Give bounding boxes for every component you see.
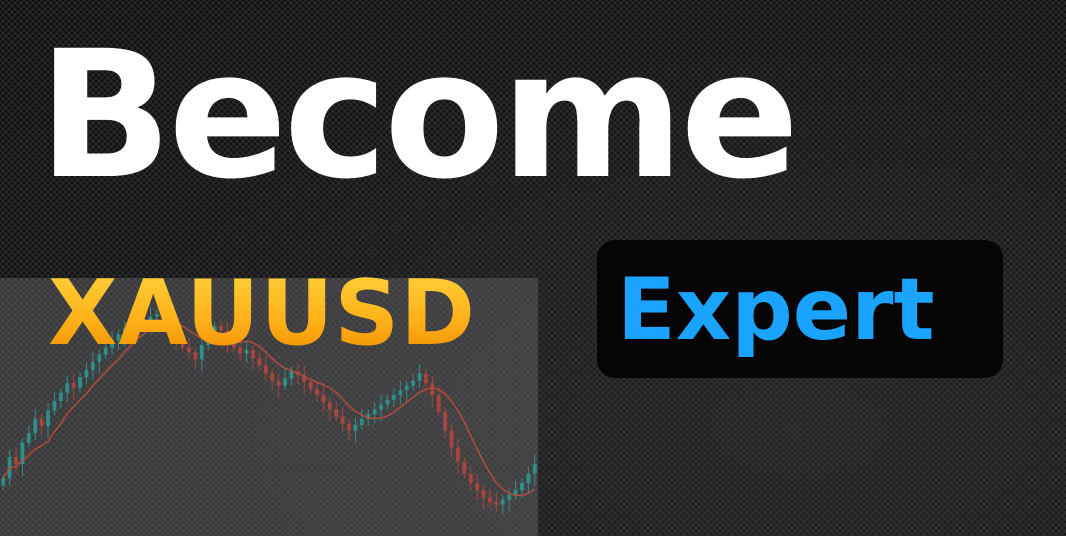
candle-body (58, 392, 63, 402)
candlestick-chart-panel (0, 278, 538, 536)
candle-body (372, 409, 377, 415)
candle-body (347, 423, 351, 431)
candle-body (353, 424, 358, 431)
candle-body (244, 349, 249, 354)
headline-expert: Expert (617, 260, 935, 360)
candle-body (52, 401, 57, 411)
candle-body (340, 416, 345, 424)
candle-body (14, 456, 18, 465)
candle-body (90, 361, 95, 371)
candle-body (315, 389, 319, 396)
expert-label-box (597, 240, 1003, 378)
candle-body (33, 418, 38, 434)
candle-body (46, 410, 50, 427)
candle-body (449, 430, 454, 448)
candle-body (475, 483, 480, 491)
candle-body (411, 380, 416, 386)
candle-body (180, 337, 185, 348)
candle-body (263, 365, 268, 374)
candle-body (443, 411, 448, 431)
candle-body (103, 347, 108, 355)
candle-body (488, 497, 492, 503)
candle-body (257, 358, 262, 366)
moving-average-line (2, 321, 536, 497)
candle-body (270, 373, 275, 381)
candle-body (167, 321, 172, 330)
candle-body (334, 409, 339, 417)
candle-body (359, 418, 364, 425)
candle-body (212, 326, 217, 336)
candle-body (1, 478, 6, 486)
candle-body (513, 490, 518, 496)
candle-body (526, 473, 531, 484)
candle-body (520, 483, 524, 491)
headline-become: Become (38, 13, 800, 218)
candle-body (436, 395, 441, 412)
candle-body (462, 461, 467, 474)
candle-body (289, 371, 294, 379)
candle-body (129, 323, 134, 329)
candle-body (423, 373, 428, 384)
candle-body (193, 352, 198, 360)
candle-body (494, 502, 499, 505)
candle-body (430, 383, 435, 396)
candle-body (231, 340, 236, 348)
candle-body (391, 395, 396, 400)
candle-body (251, 349, 255, 359)
candle-body (84, 370, 89, 378)
candle-body (379, 404, 384, 410)
candle-body (321, 395, 326, 403)
candle-body (20, 442, 25, 465)
candle-body (135, 318, 140, 324)
candle-body (148, 316, 153, 323)
candle-body (71, 383, 76, 388)
candle-body (122, 328, 127, 335)
candle-body (219, 326, 223, 331)
candle-body (26, 433, 31, 443)
candle-body (65, 383, 70, 393)
candle-body (507, 495, 512, 500)
candle-body (327, 402, 332, 410)
candle-body (308, 382, 313, 390)
candle-body (78, 377, 82, 388)
candle-body (417, 373, 422, 381)
headline-xauusd: XAUUSD (48, 261, 476, 366)
candle-body (225, 330, 230, 341)
candle-body (398, 390, 403, 396)
candle-body (187, 347, 191, 353)
candle-body (154, 314, 159, 317)
candle-body (283, 378, 287, 386)
candle-body (276, 380, 281, 386)
candle-body (238, 347, 243, 354)
candlestick-chart (0, 307, 538, 515)
candle-body (481, 490, 486, 498)
candle-body (174, 329, 179, 338)
candle-body (39, 418, 44, 427)
candle-body (302, 374, 307, 383)
candle-body (142, 318, 147, 323)
candle-body (199, 345, 204, 360)
candle-body (468, 473, 473, 484)
candle-body (404, 385, 409, 391)
candle-body (500, 499, 505, 505)
candle-body (366, 414, 371, 419)
candle-body (456, 447, 460, 462)
candle-body (385, 399, 390, 405)
candle-body (532, 464, 537, 474)
candle-body (97, 354, 102, 362)
candle-body (161, 314, 166, 322)
candle-body (110, 340, 115, 348)
candle-body (116, 334, 121, 341)
